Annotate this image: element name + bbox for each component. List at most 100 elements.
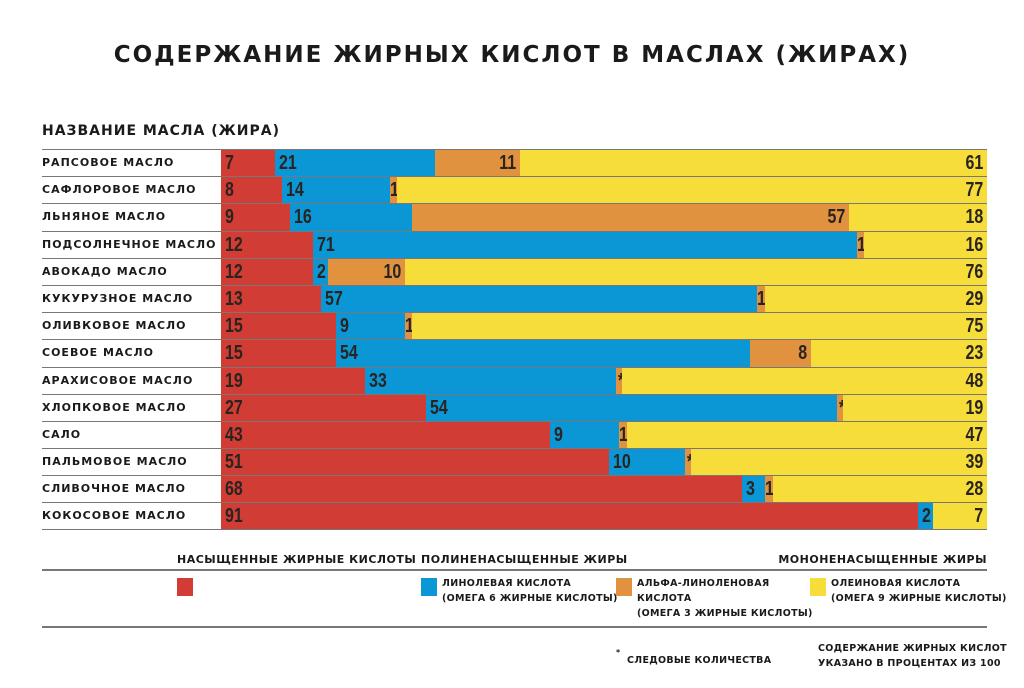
data-label: 2	[922, 505, 931, 528]
data-label: 1	[757, 287, 767, 310]
bar-segment: 3	[741, 476, 765, 503]
data-label: 1	[764, 478, 774, 501]
stacked-bar: 12 2 10 76	[221, 258, 987, 285]
legend-line: (ОМЕГА 9 ЖИРНЫЕ КИСЛОТЫ)	[831, 593, 1007, 604]
data-label: 76	[965, 260, 983, 283]
data-label: 27	[225, 396, 243, 419]
bar-segment: 18	[849, 204, 987, 231]
bar-segment: 9	[221, 204, 290, 231]
trace-label: СЛЕДОВЫЕ КОЛИЧЕСТВА	[627, 655, 772, 666]
bar-row: АВОКАДО МАСЛО 12 2 10 76	[42, 257, 987, 285]
data-label: 7	[225, 152, 234, 174]
data-label: 7	[974, 505, 983, 528]
stacked-bar: 8 14 1 77	[221, 177, 987, 204]
legend-heading-monounsaturated: МОНОНЕНАСЫЩЕННЫЕ ЖИРЫ	[778, 553, 987, 566]
footer-note: СОДЕРЖАНИЕ ЖИРНЫХ КИСЛОТ УКАЗАНО В ПРОЦЕН…	[818, 641, 1007, 671]
data-label: 2	[316, 260, 326, 283]
bar-segment: 57	[412, 204, 850, 231]
bar-segment: 57	[320, 285, 758, 313]
data-label: 57	[827, 206, 846, 229]
legend-line: ЛИНОЛЕВАЯ КИСЛОТА	[442, 578, 572, 589]
bar-row: ПАЛЬМОВОЕ МАСЛО 51 10 * 39	[42, 448, 987, 476]
bar-row: КУКУРУЗНОЕ МАСЛО 13 57 1 29	[42, 284, 987, 313]
data-label: 47	[965, 423, 983, 446]
legend-swatch-oleic	[810, 578, 826, 596]
bar-row: САФЛОРОВОЕ МАСЛО 8 14 1 77	[42, 176, 987, 204]
data-label: 51	[225, 451, 243, 474]
y-axis-title: НАЗВАНИЕ МАСЛА (ЖИРА)	[42, 123, 280, 139]
bar-segment: 68	[221, 476, 742, 503]
data-label: 19	[225, 369, 243, 392]
trace-symbol: *	[616, 648, 621, 657]
category-label: АВОКАДО МАСЛО	[42, 264, 168, 278]
bar-row: АРАХИСОВОЕ МАСЛО 19 33 * 48	[42, 366, 987, 394]
data-label: 57	[324, 287, 343, 310]
bar-segment: 12	[221, 231, 313, 258]
bar-segment: 9	[550, 421, 620, 449]
data-label: 11	[498, 152, 516, 174]
data-label: *	[687, 449, 693, 475]
stacked-bar: 15 9 1 75	[221, 313, 987, 340]
stacked-bar: 12 71 1 16	[221, 231, 987, 258]
data-label: 75	[965, 315, 983, 338]
bar-segment: 16	[864, 231, 987, 258]
bar-segment: 11	[435, 150, 520, 177]
bar-segment: 1	[764, 476, 774, 503]
bar-segment: 8	[221, 177, 283, 204]
bar-segment: 15	[221, 340, 336, 367]
bar-segment: 7	[221, 150, 275, 177]
bar-segment: 1	[404, 313, 414, 340]
legend-swatch-alpha-linolenic	[616, 578, 632, 596]
data-label: 16	[293, 206, 312, 229]
bar-row: СЛИВОЧНОЕ МАСЛО 68 3 1 28	[42, 475, 987, 503]
category-label: СЛИВОЧНОЕ МАСЛО	[42, 482, 186, 496]
category-label: САЛО	[42, 427, 82, 441]
bar-segment: 10	[608, 449, 685, 476]
data-label: 68	[225, 478, 243, 501]
bar-segment: 1	[389, 177, 398, 204]
bar-segment: 75	[412, 313, 987, 340]
legend-label-oleic: ОЛЕИНОВАЯ КИСЛОТА (ОМЕГА 9 ЖИРНЫЕ КИСЛОТЫ…	[831, 576, 1007, 606]
bar-segment: 2	[918, 503, 934, 529]
bar-segment: 61	[519, 150, 987, 177]
note-line: УКАЗАНО В ПРОЦЕНТАХ ИЗ 100	[818, 658, 1001, 669]
category-label: РАПСОВОЕ МАСЛО	[42, 156, 175, 169]
data-label: 14	[286, 179, 305, 202]
bar-segment: 39	[690, 449, 987, 476]
bar-segment: 48	[622, 367, 987, 394]
data-label: 10	[612, 451, 631, 474]
stacked-bar: 68 3 1 28	[221, 476, 987, 503]
category-label: ХЛОПКОВОЕ МАСЛО	[42, 400, 187, 414]
category-label: КУКУРУЗНОЕ МАСЛО	[42, 291, 194, 305]
category-label: ПОДСОЛНЕЧНОЕ МАСЛО	[42, 237, 217, 251]
bar-segment: *	[836, 394, 845, 421]
data-label: 39	[965, 451, 983, 474]
category-label: ОЛИВКОВОЕ МАСЛО	[42, 319, 187, 333]
data-label: 18	[965, 206, 983, 229]
bar-row: ХЛОПКОВОЕ МАСЛО 27 54 * 19	[42, 393, 987, 421]
bar-row: РАПСОВОЕ МАСЛО 7 21 11 61	[42, 149, 987, 177]
data-label: 9	[554, 423, 564, 446]
bar-segment: 7	[933, 503, 987, 529]
data-label: 9	[225, 206, 234, 229]
data-label: 71	[316, 233, 335, 256]
bar-row: ЛЬНЯНОЕ МАСЛО 9 16 57 18	[42, 203, 987, 231]
data-label: 15	[225, 342, 243, 365]
chart-title: СОДЕРЖАНИЕ ЖИРНЫХ КИСЛОТ В МАСЛАХ (ЖИРАХ…	[113, 42, 911, 68]
data-label: 15	[225, 315, 243, 338]
stacked-bar: 19 33 * 48	[221, 367, 987, 394]
bar-segment: 77	[397, 177, 987, 204]
bar-segment: 43	[221, 421, 551, 449]
bar-segment: 19	[221, 367, 366, 394]
divider	[42, 569, 987, 571]
data-label: 12	[225, 260, 243, 283]
data-label: 28	[965, 478, 983, 501]
legend-line: (ОМЕГА 6 ЖИРНЫЕ КИСЛОТЫ)	[442, 593, 618, 604]
bar-segment: 8	[749, 340, 811, 367]
data-label: 77	[965, 179, 983, 202]
bar-segment: 1	[619, 421, 628, 449]
bar-segment: 10	[328, 258, 405, 285]
category-label: АРАХИСОВОЕ МАСЛО	[42, 373, 194, 387]
data-label: *	[618, 368, 624, 394]
category-label: САФЛОРОВОЕ МАСЛО	[42, 183, 197, 197]
